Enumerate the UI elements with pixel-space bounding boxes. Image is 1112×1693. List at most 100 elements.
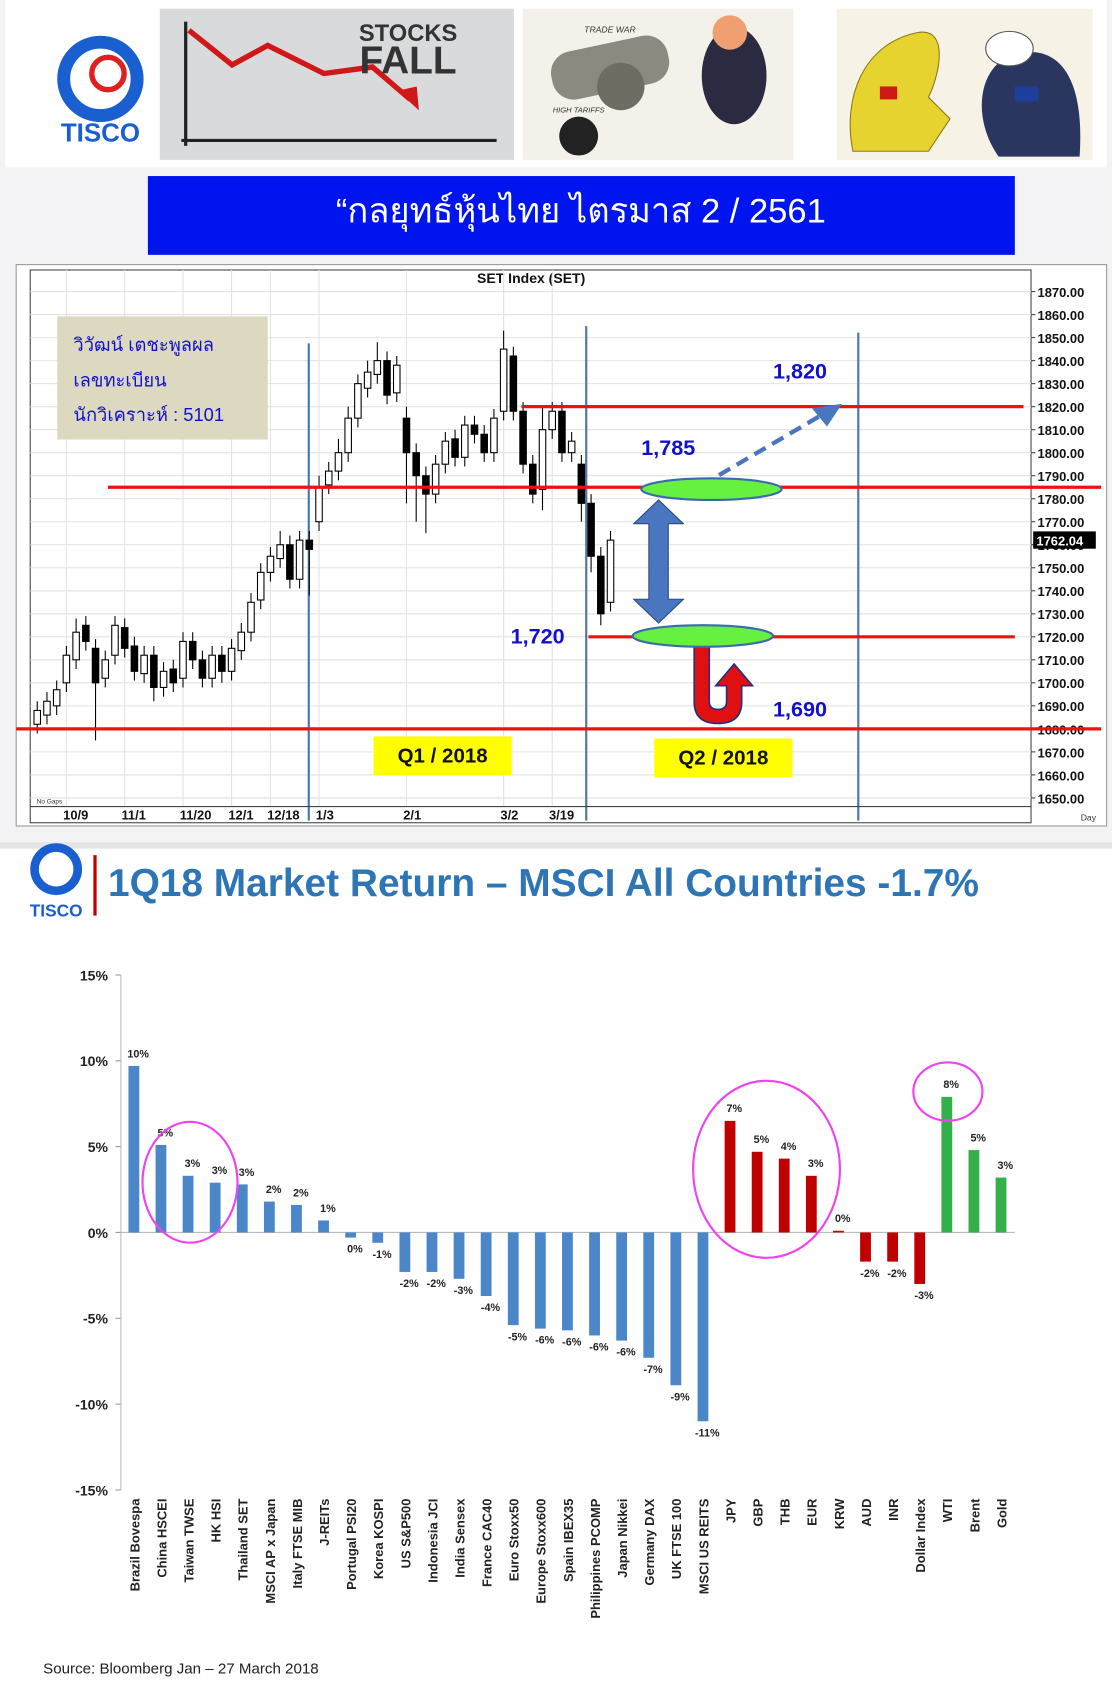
value-label: -3%	[454, 1285, 474, 1297]
y-tick-label: 10%	[80, 1053, 109, 1069]
candle-body	[499, 348, 508, 412]
candle-body	[276, 544, 284, 560]
q2-label: Q2 / 2018	[678, 746, 768, 769]
bar	[399, 1232, 411, 1272]
y-tick-label: 1780.00	[1038, 492, 1085, 507]
logo-text: TISCO	[30, 901, 83, 921]
value-label: -6%	[616, 1347, 636, 1359]
value-label: 5%	[754, 1134, 770, 1146]
x-tick-label: Brent	[967, 1498, 982, 1532]
x-tick-label: 3/19	[549, 808, 574, 823]
x-tick-label: Euro Stoxx50	[507, 1499, 522, 1582]
bar	[697, 1232, 709, 1422]
y-tick-label: 1710.00	[1038, 653, 1085, 668]
value-label: 0%	[835, 1213, 851, 1225]
candle-body	[227, 647, 236, 672]
candle-body	[392, 364, 401, 394]
value-label: -2%	[427, 1278, 447, 1290]
bar	[941, 1096, 953, 1233]
x-tick-label: Japan Nikkei	[615, 1499, 630, 1578]
candle-body	[441, 440, 450, 465]
bar	[155, 1144, 167, 1233]
fall-text: FALL	[360, 39, 457, 82]
bar	[345, 1232, 357, 1238]
candle-body	[529, 463, 537, 495]
y-tick-label: 1660.00	[1038, 768, 1085, 783]
x-tick-label: MSCI AP x Japan	[263, 1499, 278, 1604]
bar	[480, 1232, 492, 1296]
value-label: -4%	[481, 1302, 501, 1314]
candle-body	[451, 438, 459, 458]
bar	[236, 1184, 248, 1233]
x-tick-label: Philippines PCOMP	[588, 1498, 603, 1618]
resistance-marker	[640, 477, 783, 502]
candle-body	[43, 700, 51, 716]
candles	[33, 330, 615, 741]
candle-body	[218, 654, 226, 672]
value-label: 5%	[970, 1132, 986, 1144]
y-tick-label: 1670.00	[1038, 745, 1085, 760]
value-label: 4%	[781, 1141, 797, 1153]
x-tick-label: Gold	[994, 1498, 1009, 1528]
value-label: -7%	[643, 1364, 663, 1376]
candle-body	[490, 417, 498, 454]
bar	[805, 1175, 817, 1233]
bar	[670, 1232, 682, 1386]
y-tick-label: 1690.00	[1038, 699, 1085, 714]
y-tick-label: 1790.00	[1038, 469, 1085, 484]
cannonball	[559, 116, 599, 156]
candle-body	[363, 371, 372, 389]
bar	[778, 1158, 790, 1233]
x-tick-label: 10/9	[63, 808, 88, 823]
stocks-text: STOCKS	[359, 20, 458, 47]
x-tick-label: Germany DAX	[642, 1498, 657, 1585]
candle-body	[577, 463, 586, 504]
cartoon-label: HIGH TARIFFS	[553, 105, 605, 114]
x-tick-label: HK HSI	[209, 1499, 224, 1543]
analyst-box	[57, 316, 268, 440]
candle-body	[606, 539, 615, 603]
grid: 1650.001660.001670.001680.001690.001700.…	[30, 269, 1085, 823]
value-label: 1%	[320, 1203, 336, 1215]
candle-body	[422, 475, 430, 495]
eagle-head	[985, 30, 1034, 67]
x-tick-label: GBP	[751, 1498, 766, 1526]
candle-body	[470, 424, 479, 435]
y-tick-label: 1850.00	[1038, 331, 1085, 346]
y-tick-label: 15%	[80, 967, 109, 983]
value-label: -5%	[508, 1331, 528, 1343]
bar	[833, 1230, 844, 1233]
candle-body	[111, 624, 119, 656]
y-tick-label: -15%	[75, 1482, 108, 1498]
x-tick-label: Dollar Index	[913, 1498, 928, 1573]
candle-body	[587, 502, 595, 557]
candle-body	[295, 539, 304, 580]
value-label: 7%	[727, 1103, 743, 1115]
candle-body	[247, 601, 255, 633]
bar	[263, 1201, 275, 1233]
candle-body	[460, 424, 469, 458]
candle-body	[305, 539, 314, 550]
levels: 1,820 1,785 1,720 1,690 1762.04	[16, 359, 1102, 731]
level-label: 1,785	[641, 435, 695, 460]
bar	[426, 1232, 438, 1272]
candle-body	[334, 452, 343, 472]
cartoon-label: TRADE WAR	[584, 24, 636, 34]
level-label: 1,820	[773, 359, 827, 384]
highlight	[912, 1061, 984, 1122]
x-tick-label: Korea KOSPI	[371, 1499, 386, 1580]
q1-label: Q1 / 2018	[398, 744, 488, 767]
q1-box	[373, 736, 512, 776]
candle-body	[509, 355, 518, 412]
level-label: 1,690	[773, 697, 827, 722]
candle-body	[91, 647, 100, 684]
x-tick-label: KRW	[832, 1498, 847, 1529]
bar	[534, 1232, 546, 1329]
candle-body	[373, 360, 382, 375]
x-tick-label: US S&P500	[398, 1499, 413, 1569]
source-note: Source: Bloomberg Jan – 27 March 2018	[43, 1660, 319, 1677]
target-arrow	[717, 410, 827, 477]
value-label: -2%	[860, 1268, 880, 1280]
x-tick-label: India Sensex	[452, 1498, 467, 1578]
